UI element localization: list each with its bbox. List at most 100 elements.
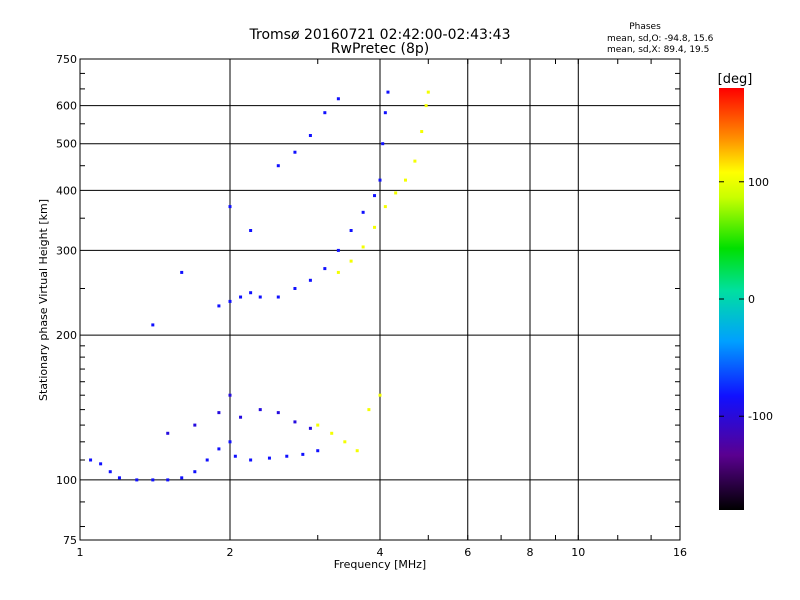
y-tick-label: 300	[56, 244, 77, 257]
data-point	[413, 159, 417, 163]
data-point	[166, 431, 170, 435]
data-point	[193, 423, 197, 427]
data-point	[373, 194, 377, 198]
data-point	[258, 295, 262, 299]
phase-stats-o: mean, sd,O: -94.8, 15.6	[607, 34, 714, 44]
x-tick-label: 4	[377, 546, 384, 559]
data-point	[135, 478, 139, 482]
data-point	[308, 426, 312, 430]
y-tick-label: 750	[56, 53, 77, 66]
data-point	[117, 476, 121, 480]
data-point	[394, 191, 398, 195]
data-point	[276, 295, 280, 299]
colorbar-ticks: 100 0 -100	[719, 176, 773, 423]
data-point	[180, 476, 184, 480]
data-point	[378, 178, 382, 182]
grid-lines	[80, 59, 680, 540]
data-point	[228, 440, 232, 444]
data-point	[233, 454, 237, 458]
data-point	[403, 178, 407, 182]
data-point	[381, 142, 385, 146]
data-point	[285, 454, 289, 458]
colorbar-tick-label: 0	[748, 293, 755, 306]
y-tick-label: 75	[63, 534, 77, 547]
data-point	[276, 164, 280, 168]
data-point	[330, 431, 334, 435]
data-point	[367, 408, 371, 412]
data-point	[349, 259, 353, 263]
data-point	[217, 304, 221, 308]
y-tick-label: 500	[56, 138, 77, 151]
data-point	[239, 295, 243, 299]
data-point	[361, 245, 365, 249]
data-point	[151, 323, 155, 327]
data-point	[316, 449, 320, 453]
data-point	[249, 228, 253, 232]
data-point	[373, 225, 377, 229]
data-point	[383, 205, 387, 209]
data-point	[378, 393, 382, 397]
data-point	[424, 104, 428, 108]
chart-title: Tromsø 20160721 02:42:00-02:43:43	[249, 27, 511, 43]
data-point	[180, 270, 184, 274]
data-point	[276, 411, 280, 415]
data-point	[258, 408, 262, 412]
data-point	[228, 299, 232, 303]
data-point	[267, 456, 271, 460]
data-point	[420, 130, 424, 134]
data-point	[89, 458, 93, 462]
data-point	[205, 458, 209, 462]
x-tick-label: 1	[77, 546, 84, 559]
y-tick-label: 600	[56, 100, 77, 113]
y-axis-ticks: 75 100 200 300 400 500 600 750	[56, 53, 680, 547]
data-point	[426, 90, 430, 94]
data-point	[99, 462, 103, 466]
colorbar-tick-label: -100	[748, 410, 773, 423]
data-point	[166, 478, 170, 482]
data-point	[239, 415, 243, 419]
x-tick-label: 8	[527, 546, 534, 559]
data-point	[228, 393, 232, 397]
data-point	[293, 420, 297, 424]
x-tick-label: 6	[464, 546, 471, 559]
data-point	[323, 111, 327, 115]
y-tick-label: 200	[56, 329, 77, 342]
data-point	[217, 447, 221, 451]
data-point	[301, 452, 305, 456]
chart-subtitle: RwPretec (8p)	[331, 41, 429, 57]
x-tick-label: 16	[673, 546, 687, 559]
data-point	[217, 411, 221, 415]
colorbar-label: [deg]	[718, 72, 753, 87]
phase-stats-heading: Phases	[629, 22, 661, 32]
data-point	[293, 286, 297, 290]
x-tick-label: 10	[571, 546, 585, 559]
data-point	[349, 228, 353, 232]
data-point	[383, 111, 387, 115]
data-point	[151, 478, 155, 482]
data-point	[308, 278, 312, 282]
data-point	[108, 470, 112, 474]
x-tick-label: 2	[227, 546, 234, 559]
data-point	[316, 423, 320, 427]
y-tick-label: 100	[56, 474, 77, 487]
y-axis-label: Stationary phase Virtual Height [km]	[37, 199, 50, 401]
y-tick-label: 400	[56, 184, 77, 197]
data-point	[336, 270, 340, 274]
data-point	[336, 248, 340, 252]
data-point	[361, 210, 365, 214]
x-axis-label: Frequency [MHz]	[334, 558, 426, 571]
colorbar-tick-label: 100	[748, 176, 769, 189]
data-point	[249, 291, 253, 295]
data-point	[193, 470, 197, 474]
data-point	[386, 90, 390, 94]
data-point	[308, 134, 312, 138]
data-point	[249, 458, 253, 462]
data-point	[355, 449, 359, 453]
data-point	[343, 440, 347, 444]
x-axis-ticks: 1 2 4 6 8 10 16	[77, 59, 687, 559]
data-points	[89, 90, 430, 482]
data-point	[323, 267, 327, 271]
phase-stats-x: mean, sd,X: 89.4, 19.5	[607, 45, 709, 55]
data-point	[336, 97, 340, 101]
data-point	[293, 150, 297, 154]
